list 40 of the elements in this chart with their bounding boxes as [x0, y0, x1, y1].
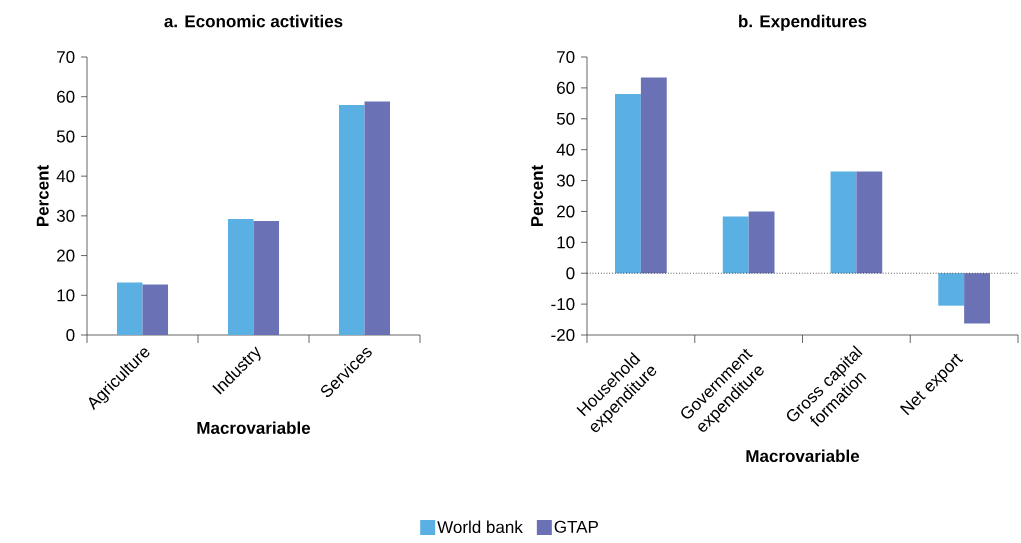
bar [722, 216, 749, 274]
bar [142, 284, 169, 336]
y-tick-label: 70 [557, 50, 575, 64]
chart-title: b. Expenditures [739, 14, 867, 31]
legend-label: World bank [437, 520, 523, 534]
y-tick-label: 20 [557, 205, 575, 218]
bar [830, 171, 857, 274]
bar [964, 273, 990, 324]
bar [640, 77, 667, 274]
y-tick-label: 50 [56, 130, 75, 143]
bar [856, 171, 883, 274]
y-tick-label: 20 [57, 249, 75, 262]
bar [748, 211, 775, 274]
y-tick-label: 40 [556, 143, 575, 156]
y-tick-label: 70 [57, 50, 75, 64]
y-tick-label: 10 [57, 289, 75, 302]
y-tick-label: 40 [56, 170, 75, 183]
chart-title: a. Economic activities [164, 14, 343, 28]
bar [615, 94, 641, 274]
y-tick-label: 30 [556, 174, 575, 187]
y-tick-label: 0 [566, 267, 575, 280]
bar [938, 273, 965, 306]
legend-label: GTAP [554, 520, 598, 533]
y-tick-label: 50 [556, 112, 575, 125]
y-tick-label: 0 [66, 328, 75, 342]
x-axis-title: Macrovariable [197, 421, 311, 434]
bar [364, 101, 391, 336]
y-tick-label: 60 [57, 90, 75, 103]
bar [227, 219, 254, 336]
y-tick-label: -10 [551, 298, 575, 311]
bar [253, 221, 280, 336]
y-tick-label: 30 [56, 209, 75, 222]
bar [338, 105, 365, 336]
y-axis-title: Percent [36, 165, 49, 227]
y-tick-label: 60 [557, 81, 575, 94]
y-tick-label: -20 [551, 328, 575, 342]
y-tick-label: 10 [557, 236, 575, 249]
y-axis-title: Percent [531, 165, 544, 227]
x-axis-title: Macrovariable [746, 449, 860, 463]
bar [116, 282, 143, 336]
